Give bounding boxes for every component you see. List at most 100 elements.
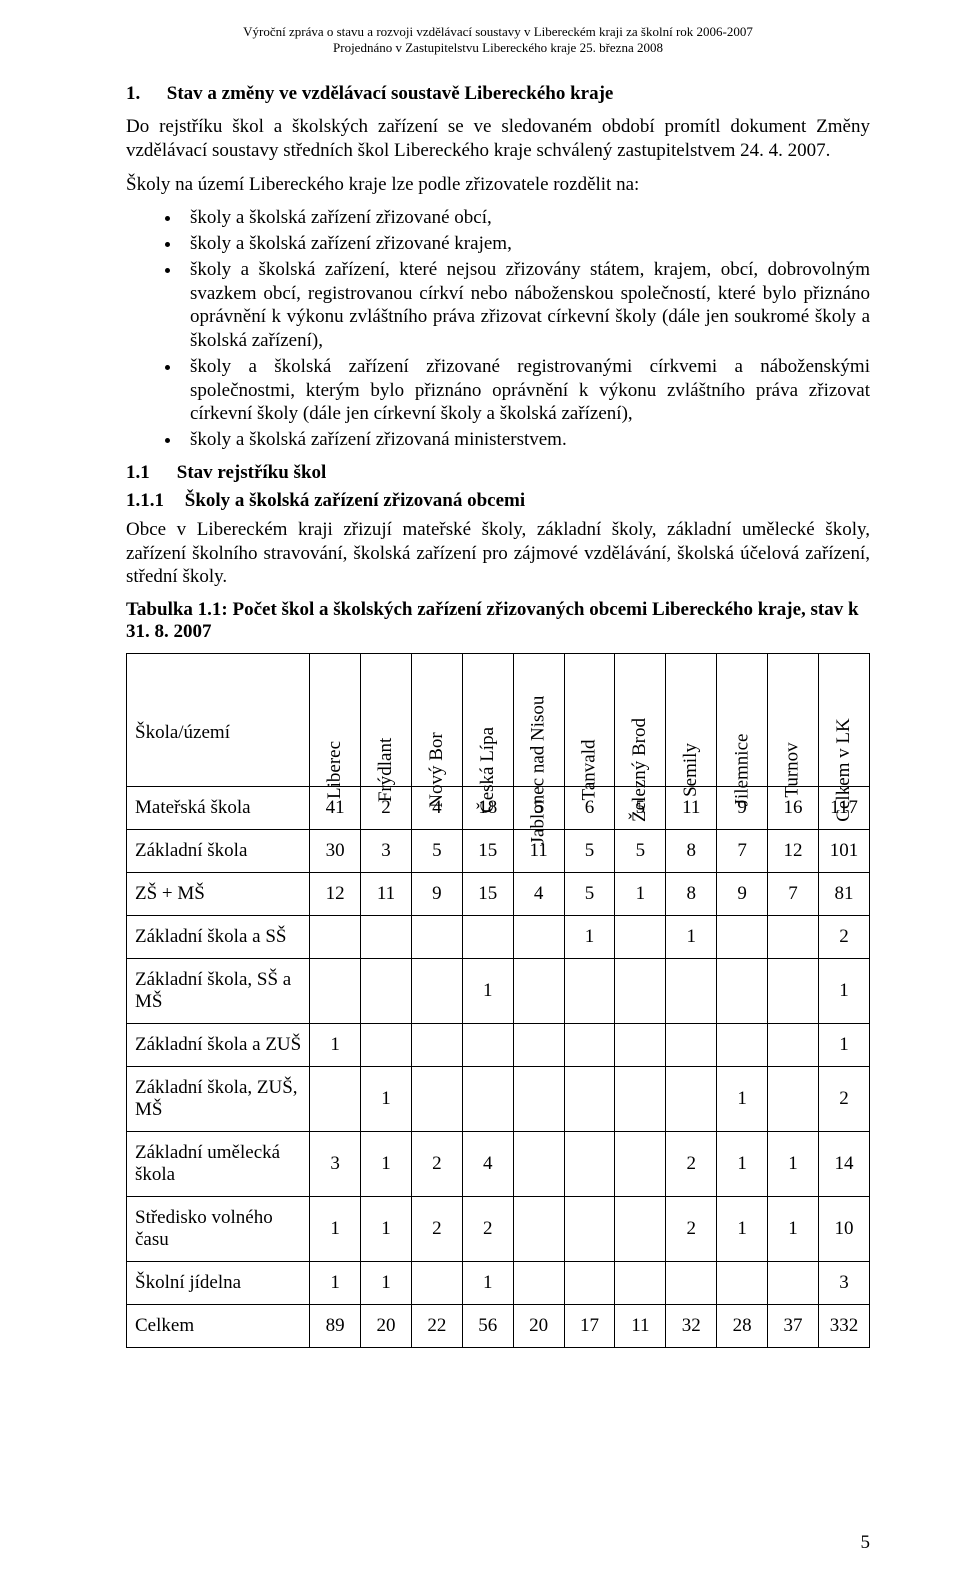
table-head-row: Škola/území LiberecFrýdlantNový BorČeská… [127, 654, 870, 787]
table-column-header: Jablonec nad Nisou [513, 654, 564, 787]
column-label: Celkem v LK [834, 719, 854, 822]
table-cell: 4 [462, 1132, 513, 1197]
table-title: Tabulka 1.1: Počet škol a školských zaří… [126, 599, 870, 643]
column-label: Česká Lípa [478, 727, 498, 813]
table-row: Základní škola a ZUŠ11 [127, 1024, 870, 1067]
table-cell [564, 1132, 615, 1197]
row-label: Základní škola, SŠ a MŠ [127, 959, 310, 1024]
table-cell [513, 1067, 564, 1132]
header-line-1: Výroční zpráva o stavu a rozvoji vzděláv… [126, 24, 870, 40]
table-column-header: Nový Bor [411, 654, 462, 787]
table-cell [615, 916, 666, 959]
table-cell [615, 1197, 666, 1262]
table-cell: 1 [361, 1262, 412, 1305]
table-cell: 15 [462, 830, 513, 873]
table-cell: 2 [818, 1067, 869, 1132]
table-cell [411, 1024, 462, 1067]
header-small: Výroční zpráva o stavu a rozvoji vzděláv… [126, 24, 870, 55]
table-cell: 1 [818, 959, 869, 1024]
table-cell: 1 [361, 1197, 412, 1262]
table-cell [310, 1067, 361, 1132]
table-cell: 22 [411, 1305, 462, 1348]
table-cell [310, 916, 361, 959]
table-cell [513, 1132, 564, 1197]
row-label: Základní škola [127, 830, 310, 873]
row-label: Základní škola, ZUŠ, MŠ [127, 1067, 310, 1132]
table-cell: 12 [768, 830, 819, 873]
table-column-header: Liberec [310, 654, 361, 787]
table-cell: 5 [615, 830, 666, 873]
table-column-header: Frýdlant [361, 654, 412, 787]
table-cell: 20 [513, 1305, 564, 1348]
table-cell [462, 916, 513, 959]
row-label: ZŠ + MŠ [127, 873, 310, 916]
table-cell [615, 1132, 666, 1197]
table-cell: 1 [361, 1067, 412, 1132]
table-cell: 3 [310, 1132, 361, 1197]
table-body: Mateřská škola41241856511916117Základní … [127, 787, 870, 1348]
table-cell: 1 [310, 1197, 361, 1262]
table-cell: 15 [462, 873, 513, 916]
table-cell: 2 [818, 916, 869, 959]
table-cell: 8 [666, 830, 717, 873]
table-row: ZŠ + MŠ121191545189781 [127, 873, 870, 916]
table-cell: 12 [310, 873, 361, 916]
table-cell: 1 [310, 1024, 361, 1067]
table-cell: 9 [717, 873, 768, 916]
table-cell: 5 [411, 830, 462, 873]
heading-3-text: Školy a školská zařízení zřizovaná obcem… [185, 490, 525, 511]
table-cell [768, 916, 819, 959]
table-column-header: Celkem v LK [818, 654, 869, 787]
column-label: Liberec [325, 741, 345, 799]
table-row: Základní škola, ZUŠ, MŠ112 [127, 1067, 870, 1132]
row-label: Středisko volného času [127, 1197, 310, 1262]
table-column-header: Jilemnice [717, 654, 768, 787]
table-cell: 14 [818, 1132, 869, 1197]
table-cell [564, 1262, 615, 1305]
table-cell [462, 1024, 513, 1067]
table-cell: 2 [666, 1132, 717, 1197]
row-label: Základní škola a SŠ [127, 916, 310, 959]
table-cell: 1 [462, 959, 513, 1024]
page: Výroční zpráva o stavu a rozvoji vzděláv… [0, 0, 960, 1574]
table-cell: 9 [411, 873, 462, 916]
table-row: Školní jídelna1113 [127, 1262, 870, 1305]
paragraph-1: Do rejstříku škol a školských zařízení s… [126, 115, 870, 163]
table-cell [513, 1024, 564, 1067]
table-cell: 4 [513, 873, 564, 916]
table-column-header: Tanvald [564, 654, 615, 787]
table-cell: 32 [666, 1305, 717, 1348]
table-cell [361, 1024, 412, 1067]
table-cell: 28 [717, 1305, 768, 1348]
data-table: Škola/území LiberecFrýdlantNový BorČeská… [126, 653, 870, 1348]
bullet-list: školy a školská zařízení zřizované obcí,… [126, 206, 870, 452]
table-cell [768, 1067, 819, 1132]
table-cell: 1 [818, 1024, 869, 1067]
table-cell: 8 [666, 873, 717, 916]
table-column-header: Česká Lípa [462, 654, 513, 787]
table-cell: 5 [564, 873, 615, 916]
table-cell [717, 916, 768, 959]
table-cell [564, 1024, 615, 1067]
table-cell: 5 [564, 830, 615, 873]
table-cell: 17 [564, 1305, 615, 1348]
table-cell [615, 1067, 666, 1132]
table-cell: 1 [717, 1197, 768, 1262]
row-label: Základní umělecká škola [127, 1132, 310, 1197]
table-cell [717, 1262, 768, 1305]
table-cell [768, 1024, 819, 1067]
table-cell: 11 [361, 873, 412, 916]
table-cell [615, 1024, 666, 1067]
column-label: Frýdlant [376, 738, 396, 802]
table-cell [615, 959, 666, 1024]
table-cell: 101 [818, 830, 869, 873]
heading-2-number: 1.1 [126, 462, 172, 484]
table-cell: 1 [717, 1132, 768, 1197]
table-row: Základní škola, SŠ a MŠ 1 1 [127, 959, 870, 1024]
column-label: Semily [681, 743, 701, 797]
heading-2-text: Stav rejstříku škol [177, 462, 327, 483]
table-cell [361, 959, 412, 1024]
bullet-item: školy a školská zařízení zřizovaná minis… [182, 428, 870, 452]
table-cell [615, 1262, 666, 1305]
table-cell: 1 [564, 916, 615, 959]
